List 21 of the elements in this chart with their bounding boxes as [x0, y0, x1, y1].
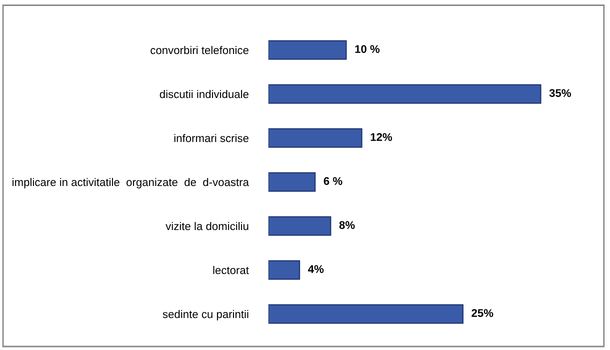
y-tick-label: informari scrise [174, 134, 248, 142]
data-label: 10 % [355, 45, 380, 53]
bar [268, 172, 316, 192]
bar [268, 128, 362, 148]
data-label: 35% [549, 89, 571, 97]
y-tick-label: lectorat [213, 266, 249, 274]
y-tick-label: implicare in activitatile organizate de d-voastra [12, 178, 249, 188]
data-label: 4% [308, 265, 324, 273]
y-tick-label: sedinte cu parintii [162, 310, 248, 320]
data-label: 12% [370, 133, 392, 141]
bar [268, 40, 347, 60]
y-tick-label: discutii individuale [160, 90, 248, 98]
bar [268, 216, 332, 236]
bar [268, 260, 300, 280]
data-label: 25% [472, 309, 494, 317]
bar [268, 84, 542, 104]
y-tick-label: vizite la domiciliu [166, 222, 248, 230]
bar [268, 304, 464, 324]
data-label: 8% [339, 221, 355, 229]
data-label: 6 % [324, 177, 342, 185]
y-tick-label: convorbiri telefonice [150, 46, 248, 54]
